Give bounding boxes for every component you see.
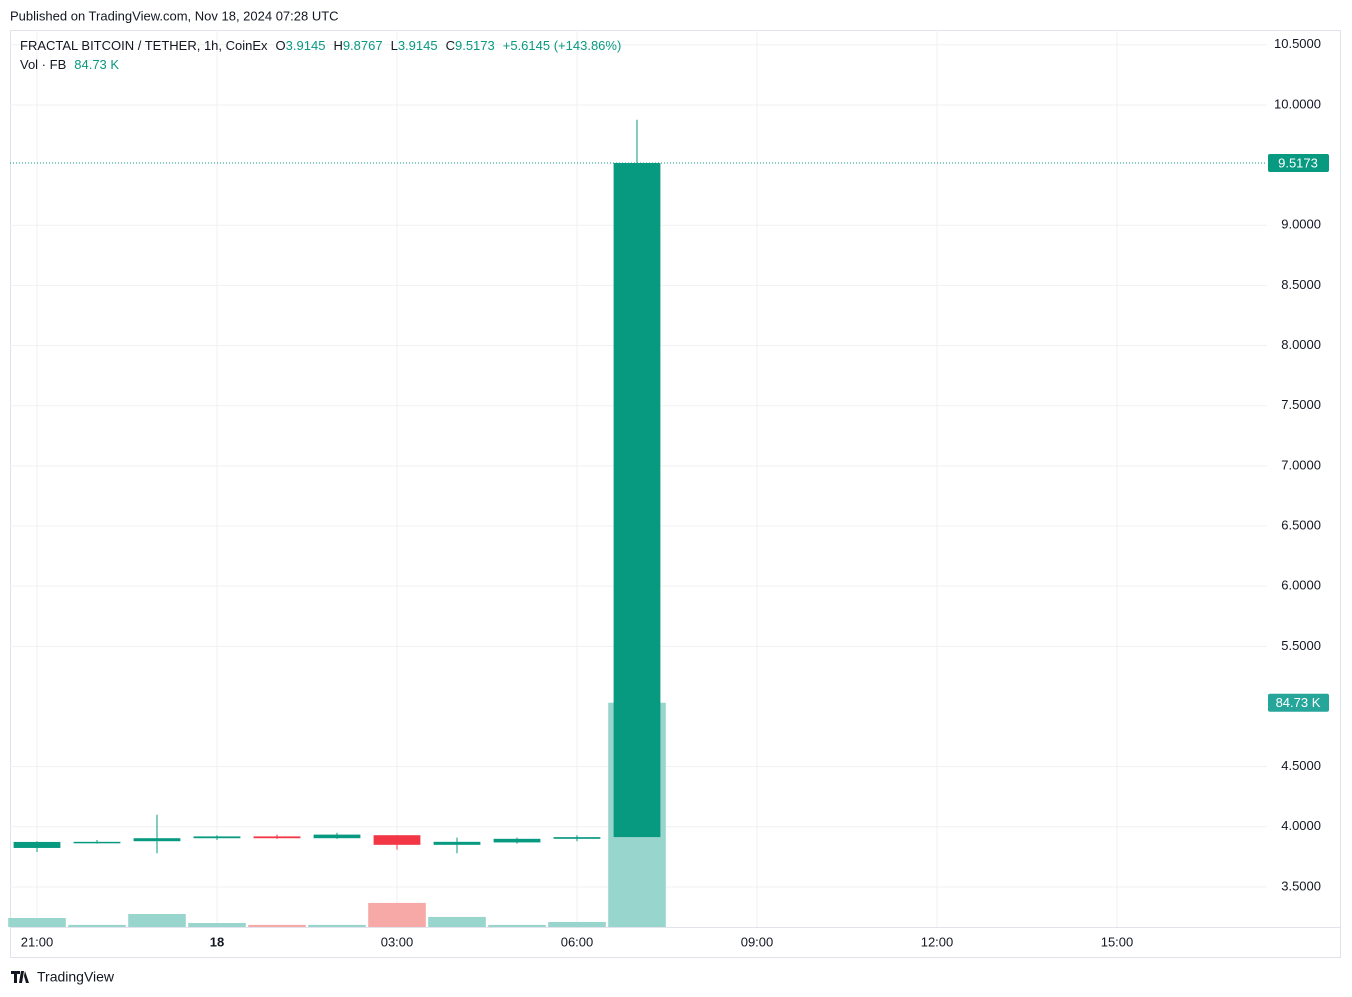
volume-bar: [188, 923, 246, 927]
y-tick-label: 9.0000: [1281, 217, 1321, 232]
volume-badge: [1268, 693, 1329, 712]
candle-body: [133, 838, 181, 842]
published-note: Published on TradingView.com, Nov 18, 20…: [10, 8, 339, 23]
y-tick-label: 8.5000: [1281, 277, 1321, 292]
volume-label: 84.73 K: [1276, 695, 1321, 710]
x-tick-label: 18: [210, 934, 224, 949]
volume-value: 84.73 K: [74, 57, 119, 72]
volume-bar: [8, 918, 66, 927]
candle-body: [313, 834, 361, 839]
y-tick-label: 10.5000: [1274, 36, 1321, 51]
y-tick-label: 6.5000: [1281, 517, 1321, 532]
frame: [10, 30, 1341, 958]
ohlc-key: C: [446, 38, 455, 53]
brand: TradingView: [37, 969, 115, 985]
x-tick-label: 12:00: [921, 934, 954, 949]
y-tick-label: 5.5000: [1281, 638, 1321, 653]
candle-body: [193, 836, 241, 839]
y-tick-label: 10.0000: [1274, 96, 1321, 111]
ohlc-value: 3.9145: [286, 38, 326, 53]
candle-body: [253, 836, 301, 839]
volume-bar: [548, 921, 606, 927]
volume-legend: Vol · FB 84.73 K: [20, 57, 119, 72]
y-tick-label: 4.5000: [1281, 758, 1321, 773]
candle-body: [493, 838, 541, 843]
x-tick-label: 06:00: [561, 934, 594, 949]
y-tick-label: 7.0000: [1281, 457, 1321, 472]
y-tick-label: 4.0000: [1281, 818, 1321, 833]
x-tick-label: 09:00: [741, 934, 774, 949]
ohlc-key: O: [276, 38, 286, 53]
x-tick-label: 21:00: [21, 934, 54, 949]
y-tick-label: 8.0000: [1281, 337, 1321, 352]
volume-bar: [68, 924, 126, 927]
last-price-label: 9.5173: [1278, 155, 1318, 170]
last-price-badge: [1268, 154, 1329, 173]
volume-title: Vol · FB: [20, 57, 66, 72]
ohlc-key: L: [391, 38, 398, 53]
candle-body: [373, 835, 421, 845]
candle-body: [433, 841, 481, 845]
candle-body: [73, 841, 121, 844]
volume-bar: [128, 914, 186, 927]
x-tick-label: 03:00: [381, 934, 414, 949]
x-tick-label: 15:00: [1101, 934, 1134, 949]
ohlc-value: 9.8767: [343, 38, 383, 53]
candle-body: [553, 837, 601, 839]
volume-bar: [428, 916, 486, 927]
change: +5.6145 (+143.86%): [503, 38, 622, 53]
candle-body: [13, 841, 61, 848]
ohlc-key: H: [333, 38, 342, 53]
y-tick-label: 3.5000: [1281, 878, 1321, 893]
legend: FRACTAL BITCOIN / TETHER, 1h, CoinEx O3.9…: [20, 38, 621, 53]
candle-body: [613, 163, 661, 838]
y-tick-label: 6.0000: [1281, 578, 1321, 593]
brand-logo: [11, 971, 29, 983]
volume-bar: [488, 924, 546, 927]
volume-bar: [248, 924, 306, 927]
volume-bar: [308, 924, 366, 927]
ohlc-value: 3.9145: [398, 38, 438, 53]
y-tick-label: 7.5000: [1281, 397, 1321, 412]
volume-bar: [368, 902, 426, 927]
symbol: FRACTAL BITCOIN / TETHER, 1h, CoinEx: [20, 38, 268, 53]
ohlc-value: 9.5173: [455, 38, 495, 53]
